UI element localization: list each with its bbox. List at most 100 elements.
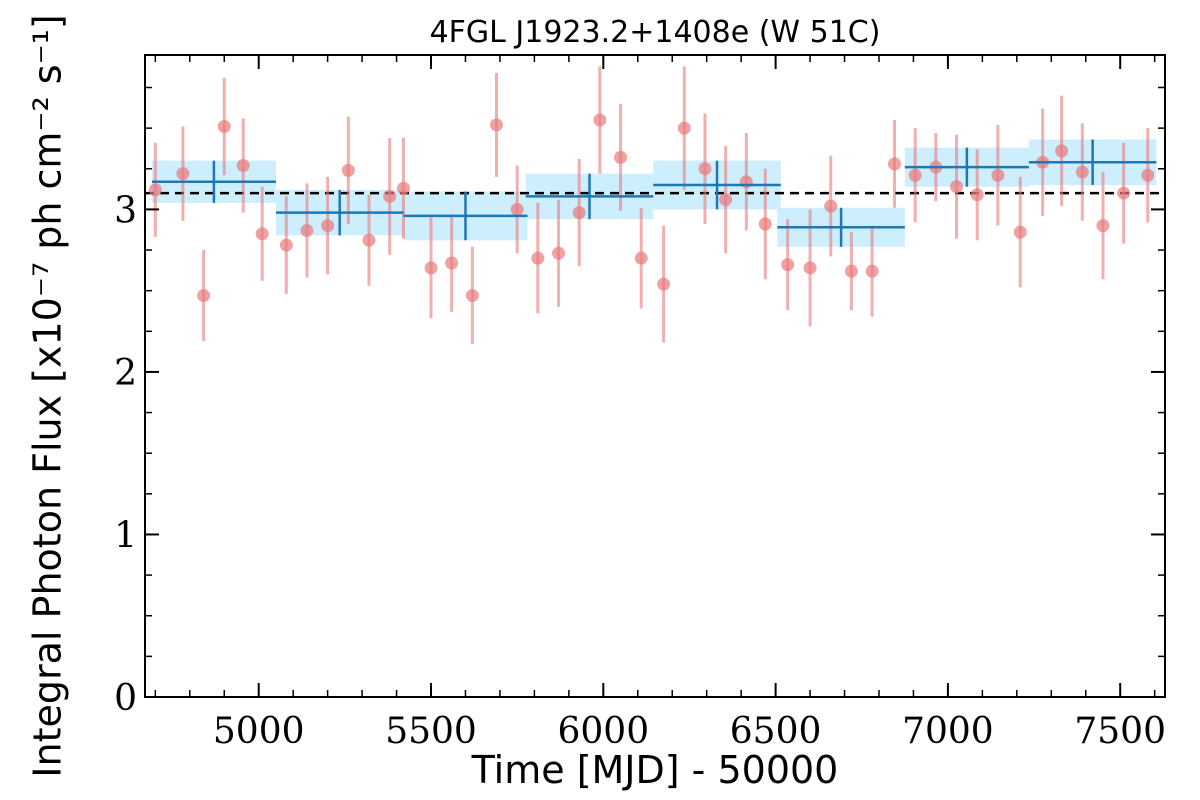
point-marker xyxy=(614,150,628,164)
point-marker xyxy=(719,193,733,207)
point-marker xyxy=(321,219,335,233)
axis-ticks xyxy=(145,55,1165,698)
data-point xyxy=(677,66,691,190)
data-point xyxy=(803,209,817,327)
data-point xyxy=(489,72,503,177)
data-point xyxy=(781,219,795,311)
data-point xyxy=(1013,176,1027,288)
y-tick-label: 1 xyxy=(114,515,137,556)
point-marker xyxy=(552,246,566,260)
data-point xyxy=(383,137,397,255)
point-marker xyxy=(1141,168,1155,182)
data-point xyxy=(176,126,190,221)
y-tick-labels: 0 1 2 3 xyxy=(114,190,137,719)
data-point xyxy=(148,142,162,238)
data-point xyxy=(758,168,772,280)
point-marker xyxy=(865,264,879,278)
data-point xyxy=(1096,172,1110,280)
point-marker xyxy=(950,180,964,194)
point-marker xyxy=(803,261,817,275)
point-marker xyxy=(1055,144,1069,158)
data-point xyxy=(445,214,459,312)
point-marker xyxy=(1096,219,1110,233)
data-point xyxy=(1075,123,1089,221)
point-marker xyxy=(698,162,712,176)
x-tick-label: 5500 xyxy=(385,711,477,752)
point-marker xyxy=(383,189,397,203)
point-marker xyxy=(781,258,795,272)
point-marker xyxy=(176,167,190,181)
point-marker xyxy=(510,202,524,216)
point-marker xyxy=(970,188,984,202)
binned-point xyxy=(1028,139,1157,186)
binned-point xyxy=(275,189,404,236)
point-marker xyxy=(148,183,162,197)
data-point xyxy=(465,246,479,345)
data-point xyxy=(236,118,250,213)
point-marker xyxy=(197,289,211,303)
data-point xyxy=(719,146,733,254)
point-marker xyxy=(424,261,438,275)
data-point xyxy=(510,165,524,254)
point-marker xyxy=(677,121,691,135)
x-axis-label: Time [MJD] - 50000 xyxy=(471,748,839,792)
data-point xyxy=(698,113,712,225)
point-marker xyxy=(445,256,459,270)
point-marker xyxy=(465,289,479,303)
data-point xyxy=(424,217,438,319)
data-point xyxy=(950,134,964,239)
y-tick-label: 2 xyxy=(114,353,137,394)
point-marker xyxy=(739,175,753,189)
point-marker xyxy=(824,199,838,213)
point-marker xyxy=(396,181,410,195)
binned-point xyxy=(777,207,905,247)
point-marker xyxy=(657,277,671,291)
y-tick-label: 3 xyxy=(114,190,137,231)
point-marker xyxy=(1013,225,1027,239)
binned-point xyxy=(653,160,781,210)
binned-point xyxy=(904,147,1029,187)
point-marker xyxy=(279,238,293,252)
data-point xyxy=(1141,128,1155,223)
data-point xyxy=(844,232,858,311)
data-point xyxy=(887,120,901,208)
point-marker xyxy=(300,224,314,238)
data-point xyxy=(341,116,355,225)
data-point xyxy=(657,225,671,343)
x-tick-label: 7000 xyxy=(902,711,994,752)
x-tick-label: 6500 xyxy=(730,711,822,752)
point-marker xyxy=(634,251,648,265)
y-tick-label: 0 xyxy=(114,678,137,719)
data-point xyxy=(908,128,922,223)
y-axis-label: Integral Photon Flux [x10⁻⁷ ph cm⁻² s⁻¹] xyxy=(26,14,70,777)
binned-point xyxy=(403,191,528,241)
point-marker xyxy=(991,168,1005,182)
data-point xyxy=(739,133,753,231)
binned-points-layer xyxy=(151,139,1157,247)
point-marker xyxy=(255,227,269,241)
data-point xyxy=(991,124,1005,226)
data-point xyxy=(634,207,648,309)
chart-title: 4FGL J1923.2+1408e (W 51C) xyxy=(430,15,881,50)
data-point xyxy=(362,194,376,286)
data-point xyxy=(593,66,607,174)
point-marker xyxy=(908,168,922,182)
point-marker xyxy=(1117,186,1131,200)
point-marker xyxy=(362,233,376,247)
binned-point xyxy=(525,173,654,220)
data-point xyxy=(824,155,838,257)
data-point xyxy=(614,103,628,212)
data-point xyxy=(255,186,269,281)
point-marker xyxy=(217,120,231,134)
binned-point xyxy=(151,160,276,203)
data-point xyxy=(865,225,879,317)
point-marker xyxy=(758,217,772,231)
x-tick-labels: 5000 5500 6000 6500 7000 7500 xyxy=(213,711,1166,752)
point-marker xyxy=(593,113,607,127)
point-marker xyxy=(236,159,250,173)
point-marker xyxy=(489,118,503,132)
data-point xyxy=(217,77,231,176)
data-point xyxy=(300,183,314,278)
data-point xyxy=(1117,142,1131,244)
